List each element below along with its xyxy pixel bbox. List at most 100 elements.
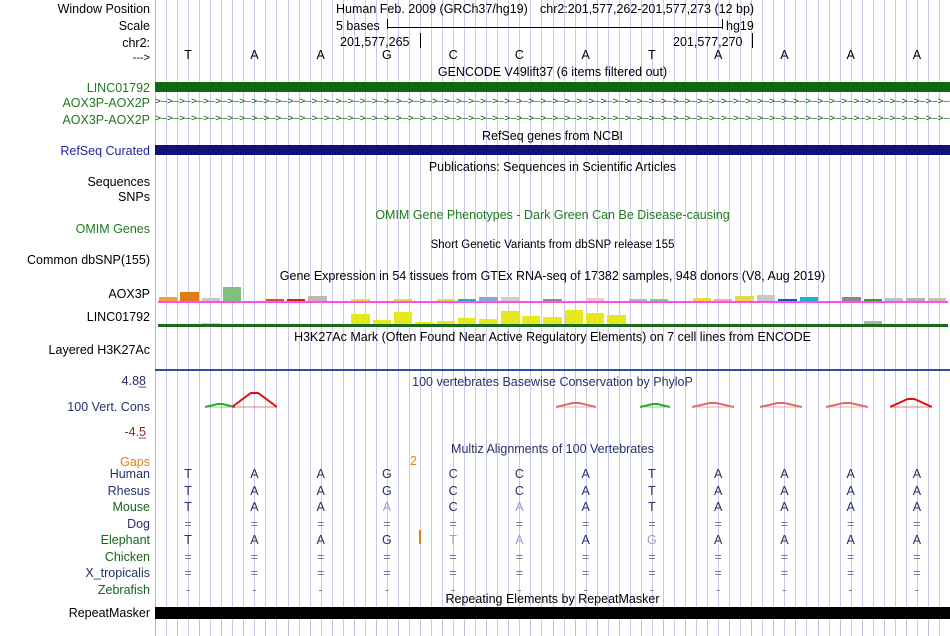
species-label[interactable]: Zebrafish [97, 582, 150, 597]
bottom-tick [420, 621, 421, 636]
alignment-base: A [250, 533, 259, 547]
alignment-base: = [250, 566, 259, 580]
gridline [840, 0, 841, 636]
gridline [884, 0, 885, 636]
gtex-bar [500, 311, 519, 324]
alignment-base: = [449, 516, 457, 531]
gridline [740, 0, 741, 636]
conservation-max-tick: _ [139, 374, 146, 388]
gridline [652, 0, 653, 636]
gtex-bar [756, 295, 776, 301]
gridline [663, 0, 664, 636]
gtex-bar [842, 297, 861, 301]
alignment-base: A [250, 500, 259, 514]
bottom-tick [818, 621, 819, 636]
gencode-item-label-linc01792[interactable]: LINC01792 [86, 81, 150, 95]
species-label[interactable]: Human [109, 467, 150, 481]
gridline [321, 0, 322, 636]
position-label: chr2:201,577,262-201,577,273 (12 bp) [540, 2, 755, 16]
alignment-base: T [449, 533, 457, 547]
gencode-feature-bar-linc01792[interactable] [155, 82, 950, 92]
gencode-feature-arrows-2[interactable]: >–>–>–>–>–>–>–>–>–>–>–>–>–>–>–>–>–>–>–>–… [155, 113, 950, 124]
conservation-max-value: 4.88 [121, 374, 146, 388]
gtex-bar [799, 297, 818, 301]
bottom-tick [354, 621, 355, 636]
conservation-peak [826, 402, 868, 408]
sequence-base: C [448, 48, 458, 62]
alignment-base: = [184, 566, 192, 580]
gtex-row-label-linc01792[interactable]: LINC01792 [86, 310, 150, 324]
bottom-tick [288, 621, 289, 636]
alignment-base: A [515, 500, 524, 514]
conservation-track-title: 100 vertebrates Basewise Conservation by… [412, 375, 693, 389]
species-label[interactable]: Rhesus [107, 483, 150, 498]
species-label[interactable]: Mouse [112, 500, 150, 514]
gridline [497, 0, 498, 636]
bottom-tick [773, 621, 774, 636]
gtex-bar [457, 318, 477, 324]
refseq-curated-label[interactable]: RefSeq Curated [60, 144, 150, 158]
track-left-edge-line [155, 0, 156, 636]
bottom-tick [486, 621, 487, 636]
gtex-bar [778, 299, 797, 301]
repeatmasker-feature-bar[interactable] [155, 607, 950, 619]
repeatmasker-label[interactable]: RepeatMasker [68, 606, 150, 620]
gridline [387, 0, 388, 636]
sequence-base: T [648, 48, 656, 62]
conservation-label[interactable]: 100 Vert. Cons [67, 400, 150, 414]
species-label[interactable]: Dog [127, 516, 150, 531]
gridline [519, 0, 520, 636]
alignment-base: = [316, 549, 325, 564]
bottom-tick [398, 621, 399, 636]
gridline [829, 0, 830, 636]
refseq-feature-bar[interactable] [155, 145, 950, 155]
gencode-item-label-aox3p-aox2p-1[interactable]: AOX3P-AOX2P [62, 96, 150, 110]
gap-marker [419, 530, 421, 544]
publications-snps-label[interactable]: SNPs [118, 190, 150, 204]
gtex-bar [863, 299, 882, 301]
conservation-min-value: -4.5 [124, 425, 146, 439]
scale-text: 5 bases [336, 19, 380, 33]
gap-count-label: 2 [410, 454, 417, 468]
alignment-base: C [448, 483, 458, 498]
gtex-bar [927, 298, 946, 301]
gtex-bar [500, 297, 519, 301]
gtex-expression-bars-aox3p[interactable] [158, 282, 948, 301]
layered-h3k27ac-label[interactable]: Layered H3K27Ac [48, 343, 150, 357]
species-label[interactable]: X_tropicalis [85, 566, 150, 580]
sequence-base: G [382, 48, 392, 62]
common-dbsnp-label[interactable]: Common dbSNP(155) [27, 253, 150, 267]
gridline [486, 0, 487, 636]
bottom-tick [442, 621, 443, 636]
alignment-base: - [384, 582, 389, 597]
species-label[interactable]: Elephant [100, 533, 150, 547]
alignment-base: = [648, 549, 656, 564]
sequence-base: A [780, 48, 789, 62]
alignment-base: A [912, 467, 922, 481]
sequence-base: A [316, 48, 325, 62]
gtex-bar [543, 317, 562, 324]
gtex-bar [287, 299, 306, 301]
conservation-peak [205, 403, 235, 408]
gtex-row-label-aox3p[interactable]: AOX3P [108, 287, 150, 301]
alignment-base: A [846, 500, 855, 514]
gencode-feature-arrows-1[interactable]: >–>–>–>–>–>–>–>–>–>–>–>–>–>–>–>–>–>–>–>–… [155, 96, 950, 107]
omim-genes-label[interactable]: OMIM Genes [75, 222, 150, 236]
species-label[interactable]: Chicken [104, 549, 150, 564]
scale-label: Scale [118, 19, 150, 33]
multiz-track-title: Multiz Alignments of 100 Vertebrates [451, 442, 654, 456]
gaps-label[interactable]: Gaps [120, 455, 150, 469]
bottom-tick [332, 621, 333, 636]
sequence-base: T [184, 48, 192, 62]
gridline [188, 0, 189, 636]
alignment-base: C [514, 467, 524, 481]
alignment-base: G [647, 533, 657, 547]
alignment-base: = [913, 516, 921, 531]
gtex-expression-bars-linc01792[interactable] [158, 305, 948, 324]
gtex-bar [564, 310, 584, 324]
alignment-base: = [648, 516, 656, 531]
publications-sequences-label[interactable]: Sequences [87, 175, 150, 189]
gencode-item-label-aox3p-aox2p-2[interactable]: AOX3P-AOX2P [62, 113, 150, 127]
conservation-plot[interactable] [155, 372, 950, 434]
